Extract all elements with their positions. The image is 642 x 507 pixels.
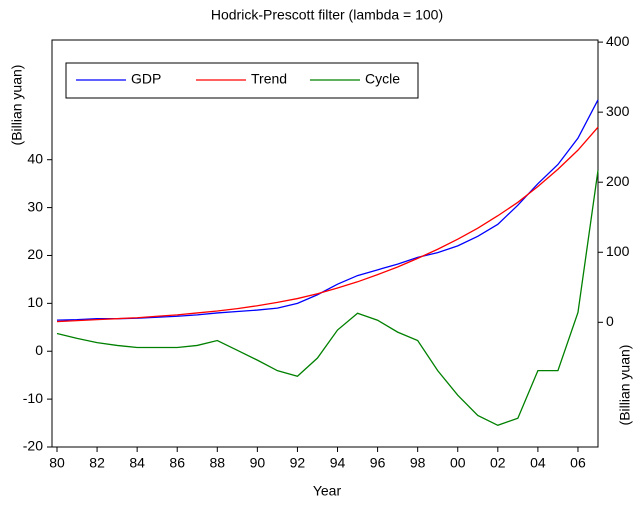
series-line bbox=[56, 99, 599, 321]
plot-frame bbox=[51, 39, 599, 448]
x-axis-label: Year bbox=[313, 483, 342, 499]
y-tick-label: -10 bbox=[23, 390, 43, 406]
y2-tick-label: 300 bbox=[606, 103, 630, 119]
x-tick-label: 82 bbox=[89, 455, 105, 471]
series-line bbox=[56, 170, 599, 426]
x-tick-label: 04 bbox=[530, 455, 546, 471]
x-tick-label: 80 bbox=[49, 455, 65, 471]
legend-label: Cycle bbox=[365, 71, 400, 87]
x-tick-label: 06 bbox=[570, 455, 586, 471]
x-tick-label: 88 bbox=[210, 455, 226, 471]
x-tick-label: 90 bbox=[250, 455, 266, 471]
x-tick-label: 02 bbox=[490, 455, 506, 471]
legend-label: Trend bbox=[251, 71, 287, 87]
series-line bbox=[56, 126, 599, 323]
y-tick-label: 0 bbox=[35, 342, 43, 358]
legend-label: GDP bbox=[131, 71, 161, 87]
y-tick-label: 30 bbox=[27, 198, 43, 214]
y2-tick-label: 0 bbox=[606, 313, 614, 329]
y-tick-label: -20 bbox=[23, 438, 43, 454]
x-tick-label: 84 bbox=[129, 455, 145, 471]
x-tick-label: 92 bbox=[290, 455, 306, 471]
x-tick-label: 94 bbox=[330, 455, 346, 471]
y2-tick-label: 100 bbox=[606, 243, 630, 259]
y2-tick-label: 200 bbox=[606, 173, 630, 189]
y2-tick-label: 400 bbox=[606, 33, 630, 49]
x-tick-label: 00 bbox=[450, 455, 466, 471]
y-tick-label: 20 bbox=[27, 246, 43, 262]
x-tick-label: 86 bbox=[169, 455, 185, 471]
chart-title: Hodrick-Prescott filter (lambda = 100) bbox=[211, 7, 443, 23]
y2-axis-label: (Billian yuan) bbox=[617, 345, 633, 426]
y-tick-label: 10 bbox=[27, 294, 43, 310]
x-tick-label: 98 bbox=[410, 455, 426, 471]
x-tick-label: 96 bbox=[370, 455, 386, 471]
y-axis-label: (Billian yuan) bbox=[9, 65, 25, 146]
y-tick-label: 40 bbox=[27, 150, 43, 166]
